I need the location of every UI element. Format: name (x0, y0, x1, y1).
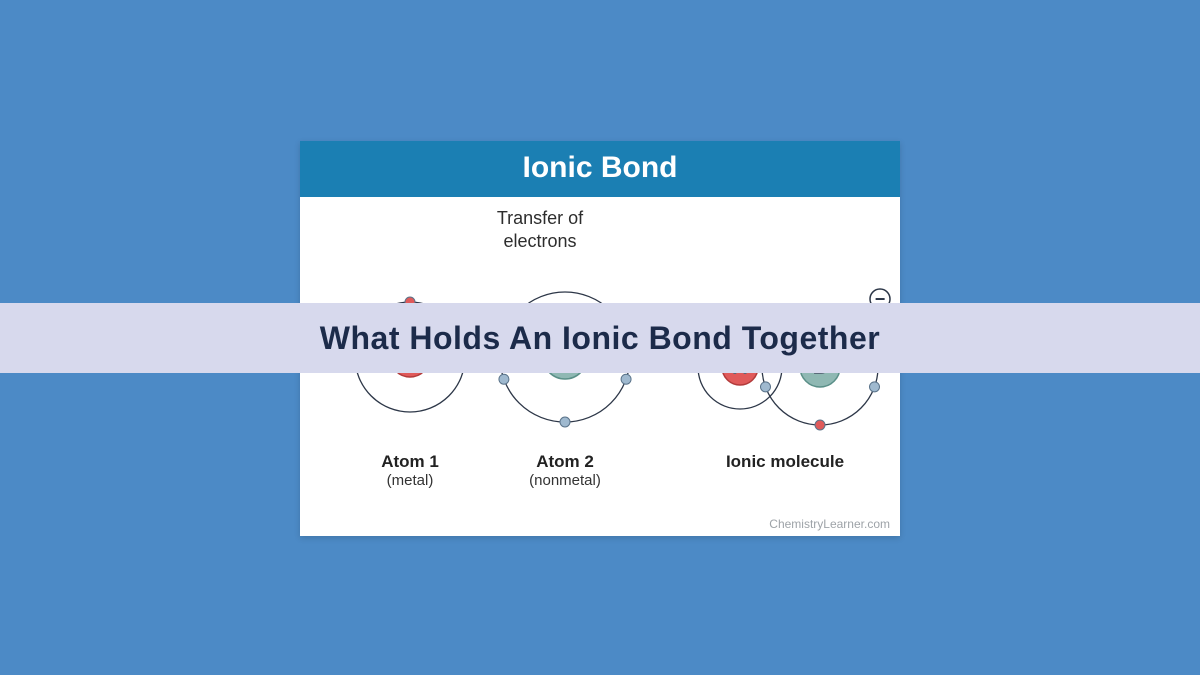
title-overlay-text: What Holds An Ionic Bond Together (320, 320, 880, 357)
card-title: Ionic Bond (300, 141, 900, 197)
atom2-caption: Atom 2 (nonmetal) (485, 452, 645, 489)
transfer-label: Transfer of electrons (460, 207, 620, 252)
transfer-label-line1: Transfer of (497, 208, 583, 228)
atom2-caption-sub: (nonmetal) (485, 472, 645, 489)
transfer-label-line2: electrons (503, 231, 576, 251)
atom1-caption: Atom 1 (metal) (340, 452, 480, 489)
atom1-caption-sub: (metal) (340, 472, 480, 489)
atom2-caption-main: Atom 2 (485, 452, 645, 472)
title-overlay-band: What Holds An Ionic Bond Together (0, 303, 1200, 373)
attribution-text: ChemistryLearner.com (769, 517, 890, 531)
molecule-caption-main: Ionic molecule (695, 452, 875, 472)
atom1-caption-main: Atom 1 (340, 452, 480, 472)
molecule-caption: Ionic molecule (695, 452, 875, 472)
